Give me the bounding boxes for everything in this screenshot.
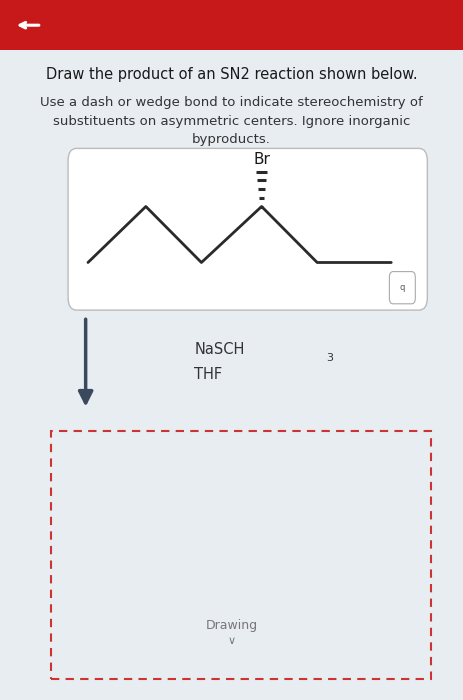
Text: 3: 3 xyxy=(326,354,333,363)
FancyBboxPatch shape xyxy=(51,430,431,679)
Text: Drawing: Drawing xyxy=(206,619,257,631)
Text: Use a dash or wedge bond to indicate stereochemistry of: Use a dash or wedge bond to indicate ste… xyxy=(40,96,423,108)
FancyBboxPatch shape xyxy=(68,148,427,310)
Text: substituents on asymmetric centers. Ignore inorganic: substituents on asymmetric centers. Igno… xyxy=(53,115,410,127)
Bar xyxy=(0,0,463,50)
Text: Draw the product of an SN2 reaction shown below.: Draw the product of an SN2 reaction show… xyxy=(46,67,417,83)
Text: Br: Br xyxy=(253,152,270,167)
FancyBboxPatch shape xyxy=(389,272,415,304)
Text: byproducts.: byproducts. xyxy=(192,134,271,146)
Text: ∨: ∨ xyxy=(227,636,236,645)
Text: NaSCH: NaSCH xyxy=(194,342,245,358)
Text: THF: THF xyxy=(194,367,223,382)
Text: q: q xyxy=(400,284,405,292)
